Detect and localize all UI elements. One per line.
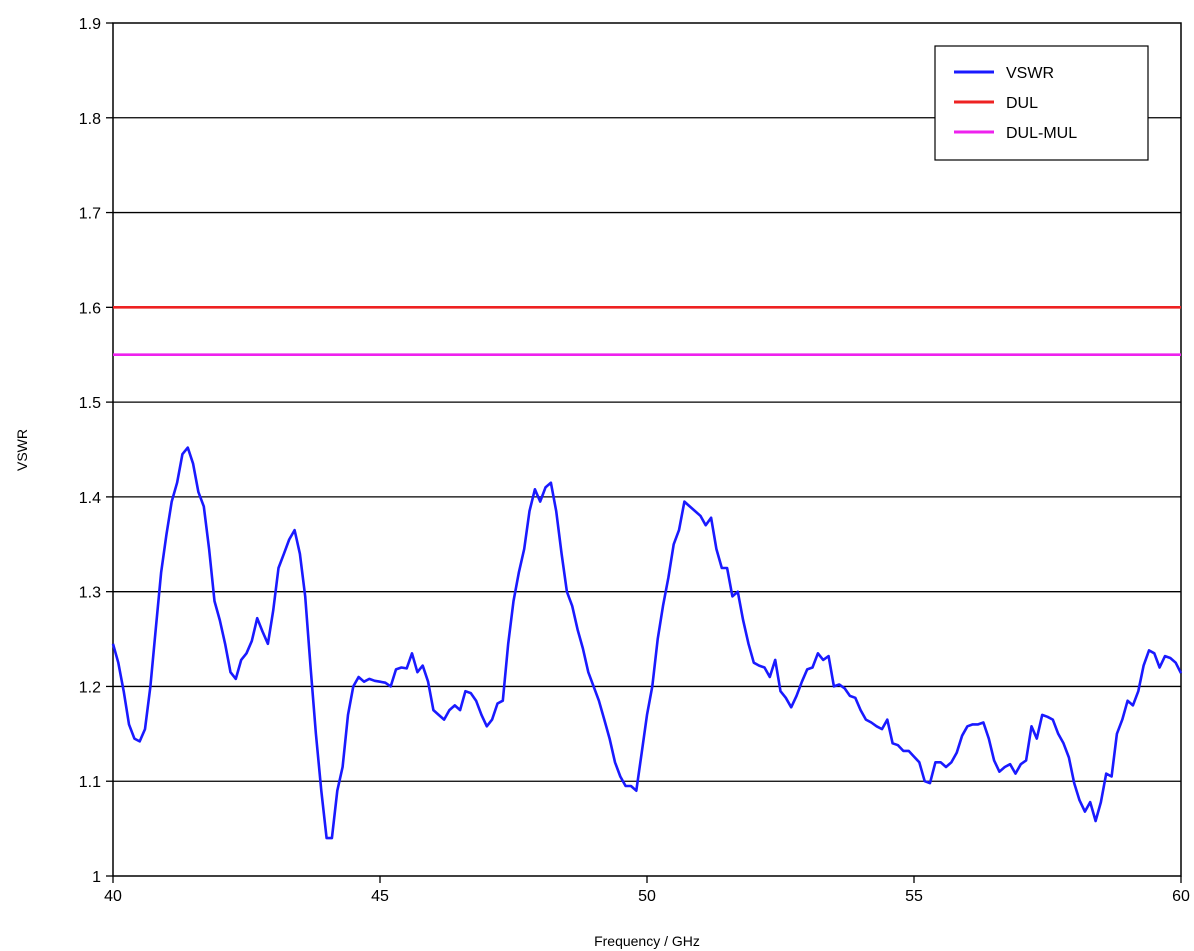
y-tick-label: 1.1 xyxy=(79,774,101,791)
x-tick-label: 60 xyxy=(1172,888,1190,905)
legend-label-dul: DUL xyxy=(1006,95,1038,112)
legend: VSWR DUL DUL-MUL xyxy=(934,45,1149,161)
y-tick-label: 1.4 xyxy=(79,490,101,507)
x-tick-label: 50 xyxy=(638,888,656,905)
y-tick-label: 1.7 xyxy=(79,206,101,223)
y-axis-ticks: 1 1.1 1.2 1.3 1.4 1.5 1.6 1.7 1.8 1.9 xyxy=(79,16,113,886)
x-tick-label: 55 xyxy=(905,888,923,905)
y-tick-label: 1.6 xyxy=(79,300,101,317)
y-tick-label: 1.8 xyxy=(79,111,101,128)
y-tick-label: 1.5 xyxy=(79,395,101,412)
series-lines xyxy=(111,306,1183,840)
x-tick-label: 45 xyxy=(371,888,389,905)
legend-label-vswr: VSWR xyxy=(1006,65,1054,82)
x-axis-ticks: 40 45 50 55 60 xyxy=(104,876,1190,905)
series-line-vswr xyxy=(111,446,1183,840)
y-tick-label: 1.3 xyxy=(79,585,101,602)
y-tick-label: 1.9 xyxy=(79,16,101,33)
y-tick-label: 1 xyxy=(92,869,101,886)
legend-label-dul-mul: DUL-MUL xyxy=(1006,125,1077,142)
x-axis-title: Frequency / GHz xyxy=(594,933,700,949)
gridlines xyxy=(113,117,1181,782)
y-tick-label: 1.2 xyxy=(79,679,101,696)
y-axis-title: VSWR xyxy=(14,429,30,471)
x-tick-label: 40 xyxy=(104,888,122,905)
